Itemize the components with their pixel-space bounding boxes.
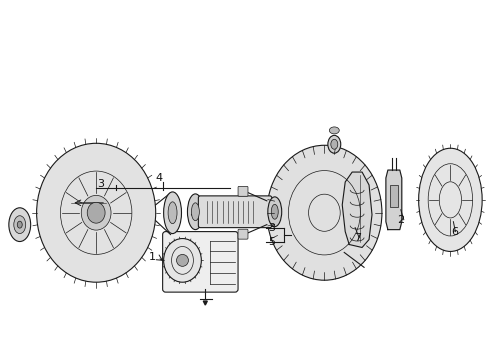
Text: 7: 7 bbox=[354, 233, 361, 243]
Ellipse shape bbox=[331, 139, 338, 149]
FancyBboxPatch shape bbox=[238, 186, 248, 196]
Text: 4: 4 bbox=[155, 173, 162, 183]
FancyBboxPatch shape bbox=[238, 229, 248, 239]
Ellipse shape bbox=[418, 148, 482, 251]
Text: 6: 6 bbox=[451, 226, 459, 237]
Ellipse shape bbox=[87, 202, 105, 223]
Ellipse shape bbox=[9, 208, 31, 242]
Ellipse shape bbox=[271, 204, 278, 219]
Ellipse shape bbox=[268, 197, 282, 227]
Polygon shape bbox=[386, 170, 402, 230]
Ellipse shape bbox=[267, 145, 382, 280]
Polygon shape bbox=[203, 301, 207, 305]
Text: 2: 2 bbox=[397, 215, 404, 225]
Ellipse shape bbox=[81, 195, 111, 230]
Polygon shape bbox=[342, 172, 372, 247]
Ellipse shape bbox=[164, 239, 201, 282]
Ellipse shape bbox=[164, 192, 181, 234]
Text: 3: 3 bbox=[268, 222, 275, 233]
Ellipse shape bbox=[37, 143, 156, 282]
Bar bbox=[390, 185, 398, 207]
Ellipse shape bbox=[328, 135, 341, 153]
FancyBboxPatch shape bbox=[163, 231, 238, 292]
Ellipse shape bbox=[17, 221, 22, 228]
Ellipse shape bbox=[188, 194, 203, 230]
FancyBboxPatch shape bbox=[198, 196, 272, 228]
Ellipse shape bbox=[329, 127, 339, 134]
Ellipse shape bbox=[168, 202, 177, 224]
Circle shape bbox=[176, 255, 189, 266]
Ellipse shape bbox=[192, 203, 199, 221]
Text: 5: 5 bbox=[268, 237, 275, 247]
Text: 3: 3 bbox=[98, 179, 105, 189]
Text: 1: 1 bbox=[149, 252, 156, 262]
Ellipse shape bbox=[14, 216, 25, 234]
